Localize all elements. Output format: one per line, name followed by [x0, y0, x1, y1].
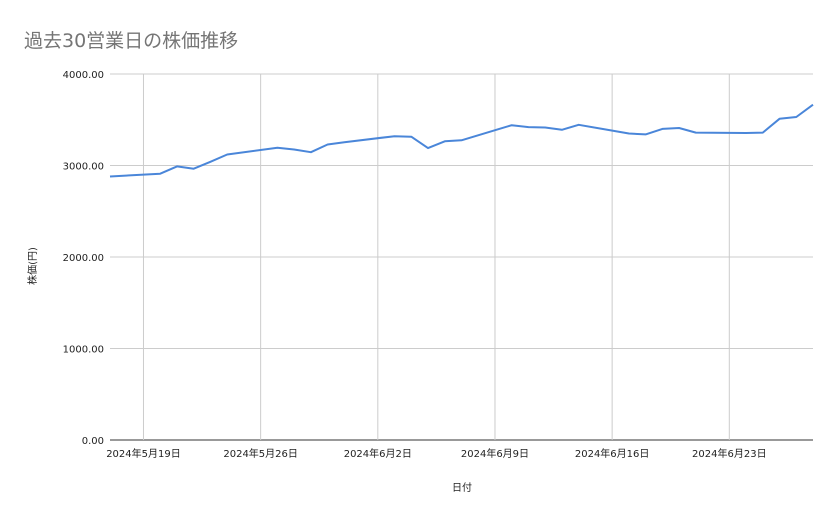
- y-tick-label: 3000.00: [63, 162, 104, 173]
- x-tick-label: 2024年6月23日: [692, 447, 767, 460]
- x-tick-label: 2024年6月2日: [344, 447, 412, 460]
- y-tick-label: 0.00: [82, 436, 104, 447]
- grid: [110, 73, 813, 441]
- x-tick-label: 2024年6月16日: [575, 447, 650, 460]
- y-tick-label: 1000.00: [63, 345, 104, 356]
- y-axis: 0.00 1000.00 2000.00 3000.00 4000.00: [63, 70, 104, 447]
- x-tick-label: 2024年5月26日: [223, 447, 298, 460]
- x-tick-label: 2024年6月9日: [461, 447, 529, 460]
- series-line: [109, 103, 814, 178]
- y-tick-label: 4000.00: [63, 70, 104, 81]
- y-tick-label: 2000.00: [63, 253, 104, 264]
- y-axis-label: 株価(円): [26, 247, 39, 285]
- x-axis: 2024年5月19日 2024年5月26日 2024年6月2日 2024年6月9日 20…: [106, 447, 766, 460]
- x-tick-label: 2024年5月19日: [106, 447, 181, 460]
- chart-title: 過去30営業日の株価推移: [24, 30, 239, 52]
- x-axis-label: 日付: [452, 481, 472, 494]
